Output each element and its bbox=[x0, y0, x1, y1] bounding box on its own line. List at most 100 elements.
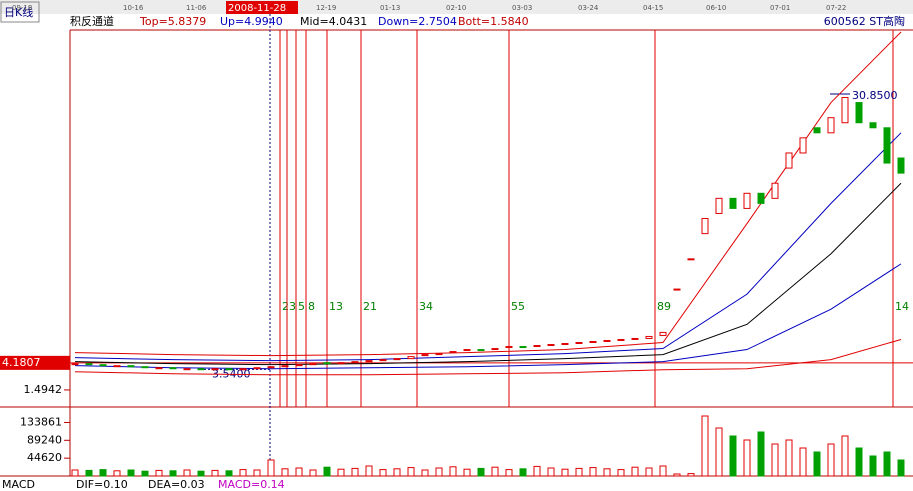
candle bbox=[533, 345, 541, 348]
volume-bar bbox=[575, 467, 583, 477]
date-label: 07-22 bbox=[826, 4, 846, 12]
candle bbox=[449, 351, 457, 354]
candle bbox=[869, 122, 877, 129]
indicator-value: Down=2.7504 bbox=[378, 15, 457, 28]
y-tick-label: 1.4942 bbox=[24, 383, 63, 396]
candle bbox=[365, 360, 373, 363]
volume-bar bbox=[701, 415, 709, 477]
volume-bar bbox=[645, 467, 653, 477]
volume-bar bbox=[491, 466, 499, 477]
band-line bbox=[74, 132, 902, 362]
candle bbox=[575, 341, 583, 345]
volume-bar bbox=[141, 470, 149, 477]
volume-bar bbox=[211, 469, 219, 477]
date-label: 04-15 bbox=[643, 4, 663, 12]
date-label: 03-03 bbox=[512, 4, 532, 12]
candle bbox=[183, 368, 191, 371]
candle bbox=[729, 197, 737, 209]
volume-bar bbox=[673, 473, 681, 477]
volume-bar bbox=[589, 467, 597, 477]
volume-bar bbox=[855, 447, 863, 477]
price-mark-label: 3.5400 bbox=[212, 367, 251, 380]
candle bbox=[337, 362, 345, 365]
volume-bar bbox=[183, 469, 191, 477]
date-label: 09-18 bbox=[12, 4, 32, 12]
volume-bar bbox=[631, 466, 639, 477]
indicator-value: Mid=4.0431 bbox=[300, 15, 367, 28]
volume-bar bbox=[323, 466, 331, 477]
volume-bar bbox=[771, 443, 779, 477]
volume-bar bbox=[169, 470, 177, 477]
candle bbox=[771, 182, 779, 199]
candle bbox=[827, 117, 835, 134]
volume-bar bbox=[155, 469, 163, 477]
volume-bar bbox=[309, 469, 317, 477]
candle bbox=[225, 368, 233, 371]
candle bbox=[519, 346, 527, 349]
date-label: 06-10 bbox=[706, 4, 726, 12]
candle bbox=[393, 358, 401, 361]
volume-bar bbox=[281, 468, 289, 477]
candle bbox=[645, 335, 653, 339]
candle bbox=[757, 192, 765, 204]
candle bbox=[701, 218, 709, 235]
candle bbox=[435, 353, 443, 356]
volume-bar bbox=[295, 467, 303, 477]
fib-label: 55 bbox=[511, 300, 525, 313]
volume-bar bbox=[897, 459, 905, 477]
volume-bar bbox=[71, 469, 79, 477]
candle bbox=[813, 127, 821, 134]
candle bbox=[127, 365, 135, 368]
volume-bar bbox=[659, 465, 667, 477]
volume-bar bbox=[743, 439, 751, 477]
candle bbox=[85, 363, 93, 366]
candle bbox=[169, 367, 177, 370]
candle bbox=[323, 362, 331, 365]
candle bbox=[785, 152, 793, 169]
fib-label: 5 bbox=[298, 300, 305, 313]
vol-tick-label: 133861 bbox=[20, 415, 62, 428]
date-label: 07-01 bbox=[770, 4, 790, 12]
candle bbox=[547, 344, 555, 347]
vol-tick-label: 44620 bbox=[27, 451, 62, 464]
volume-bar bbox=[715, 427, 723, 477]
volume-bar bbox=[729, 435, 737, 477]
candle bbox=[407, 356, 415, 360]
candle bbox=[687, 258, 695, 261]
candle bbox=[883, 127, 891, 164]
fib-label: 8 bbox=[308, 300, 315, 313]
volume-bar bbox=[799, 447, 807, 477]
candle bbox=[421, 354, 429, 357]
macd-label: MACD bbox=[2, 478, 35, 491]
volume-bar bbox=[827, 443, 835, 477]
candle bbox=[253, 367, 261, 370]
volume-bar bbox=[253, 469, 261, 477]
candle bbox=[659, 331, 667, 336]
fib-label: 13 bbox=[329, 300, 343, 313]
volume-bar bbox=[225, 470, 233, 477]
candle bbox=[617, 338, 625, 341]
price-mark-label: 30.8500 bbox=[852, 89, 898, 102]
period: 日K线 bbox=[4, 5, 33, 19]
fib-label: 2 bbox=[282, 300, 289, 313]
volume-bar bbox=[813, 451, 821, 477]
volume-bar bbox=[113, 470, 121, 477]
volume-bar bbox=[505, 469, 513, 477]
volume-bar bbox=[519, 468, 527, 477]
volume-bar bbox=[421, 469, 429, 477]
candle bbox=[743, 192, 751, 209]
date-label: 02-10 bbox=[446, 4, 466, 12]
candle bbox=[281, 365, 289, 368]
fib-label: 89 bbox=[657, 300, 671, 313]
date-label: 03-24 bbox=[578, 4, 599, 12]
date-label: 12-19 bbox=[316, 4, 336, 12]
volume-bar bbox=[85, 469, 93, 477]
candle bbox=[309, 363, 317, 366]
candle bbox=[211, 368, 219, 371]
candle bbox=[855, 102, 863, 124]
volume-bar bbox=[393, 468, 401, 477]
fib-label: 34 bbox=[419, 300, 433, 313]
candle bbox=[897, 157, 905, 174]
date-label: 01-13 bbox=[380, 4, 400, 12]
volume-bar bbox=[757, 431, 765, 477]
